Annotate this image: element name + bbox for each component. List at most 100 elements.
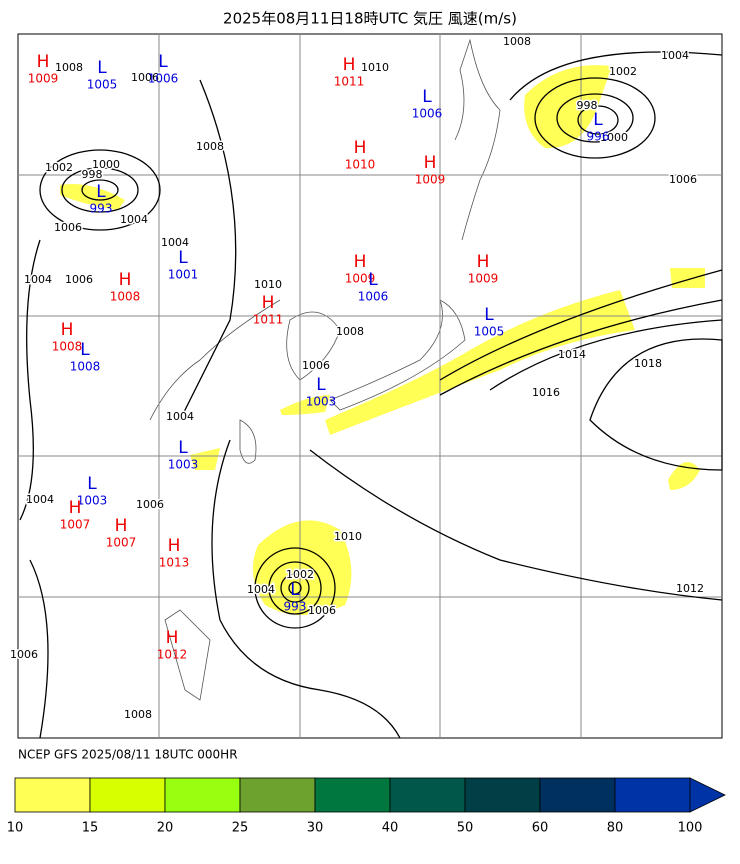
isobar-label: 1004 <box>26 493 54 506</box>
center-value: 1006 <box>412 107 443 121</box>
center-value: 1011 <box>334 75 365 89</box>
isobar-label: 1006 <box>131 71 159 84</box>
isobar-label: 998 <box>577 99 598 112</box>
colorbar-tick-label: 60 <box>532 821 549 836</box>
isobar-label: 1010 <box>361 61 389 74</box>
colorbar-tick-label: 40 <box>382 821 399 836</box>
center-kind: H <box>119 270 132 290</box>
center-kind: L <box>593 110 603 130</box>
colorbar-tick-label: 20 <box>157 821 174 836</box>
colorbar-segment <box>314 777 391 813</box>
center-kind: H <box>354 252 367 272</box>
center-kind: H <box>354 138 367 158</box>
isobar-label: 1006 <box>136 498 164 511</box>
center-value: 1001 <box>168 268 199 282</box>
isobar-label: 1014 <box>558 348 586 361</box>
center-value: 1003 <box>168 458 199 472</box>
wind-area <box>670 268 705 288</box>
colorbar-segment <box>239 777 316 813</box>
center-value: 1006 <box>358 290 389 304</box>
colorbar-segment <box>539 777 616 813</box>
wind-area <box>252 520 352 615</box>
isobar-label: 1004 <box>166 410 194 423</box>
center-kind: L <box>484 305 494 325</box>
colorbar-tick-label: 100 <box>678 821 703 836</box>
center-kind: L <box>316 375 326 395</box>
grid <box>18 34 722 738</box>
colorbar-segment <box>164 777 241 813</box>
isobar-label: 998 <box>82 168 103 181</box>
center-value: 996 <box>587 130 610 144</box>
center-kind: L <box>178 438 188 458</box>
colorbar-segment <box>89 777 166 813</box>
colorbar-tick-label: 15 <box>82 821 99 836</box>
isobar-label: 1008 <box>196 140 224 153</box>
isobar-label: 1006 <box>669 173 697 186</box>
wind-area <box>668 462 700 490</box>
isobar-label: 1018 <box>634 357 662 370</box>
isobar-label: 1006 <box>308 604 336 617</box>
center-kind: H <box>424 153 437 173</box>
center-kind: L <box>158 52 168 72</box>
center-kind: L <box>368 270 378 290</box>
center-kind: H <box>37 52 50 72</box>
isobar-label: 1004 <box>120 213 148 226</box>
isobar-label: 1006 <box>54 221 82 234</box>
isobar-label: 1004 <box>161 236 189 249</box>
center-kind: L <box>290 580 300 600</box>
isobar-label: 1004 <box>247 583 275 596</box>
center-kind: H <box>168 536 181 556</box>
isobar-label: 1010 <box>254 278 282 291</box>
map-area: 1008100610101008100410029981000100610081… <box>9 33 723 739</box>
wind-area <box>325 290 635 435</box>
colorbar: 10 15 20 25 30 40 50 60 80 100 <box>7 777 726 836</box>
center-value: 1008 <box>110 290 141 304</box>
isobar-label: 1004 <box>661 49 689 62</box>
center-value: 993 <box>90 202 113 216</box>
center-kind: H <box>69 498 82 518</box>
wind-area <box>524 65 612 149</box>
center-value: 1009 <box>345 272 376 286</box>
colorbar-tick-label: 80 <box>607 821 624 836</box>
center-value: 1007 <box>106 536 137 550</box>
center-value: 1009 <box>468 272 499 286</box>
wind-area <box>190 448 220 470</box>
isobars <box>19 51 723 739</box>
center-value: 1012 <box>157 648 188 662</box>
center-value: 1008 <box>70 360 101 374</box>
center-value: 1006 <box>148 72 179 86</box>
center-kind: H <box>166 628 179 648</box>
center-value: 1005 <box>87 78 118 92</box>
colorbar-tick-label: 25 <box>232 821 249 836</box>
center-kind: L <box>97 58 107 78</box>
colorbar-segment <box>614 777 691 813</box>
center-value: 1009 <box>28 72 59 86</box>
center-kind: H <box>61 320 74 340</box>
center-kind: H <box>262 293 275 313</box>
wind-area <box>280 395 330 415</box>
center-value: 1013 <box>159 556 190 570</box>
colorbar-tick-label: 50 <box>457 821 474 836</box>
colorbar-segment <box>14 777 91 813</box>
center-kind: L <box>80 340 90 360</box>
center-value: 1011 <box>253 313 284 327</box>
center-value: 1005 <box>474 325 505 339</box>
center-kind: L <box>87 474 97 494</box>
isobar-label: 1016 <box>532 386 560 399</box>
colorbar-segment <box>464 777 541 813</box>
center-kind: H <box>343 55 356 75</box>
isobar-label: 1002 <box>286 568 314 581</box>
isobar-labels: 1008100610101008100410029981000100610081… <box>9 34 706 723</box>
colorbar-segment <box>389 777 466 813</box>
center-value: 1003 <box>306 395 337 409</box>
colorbar-tick-label: 10 <box>7 821 24 836</box>
isobar-label: 1002 <box>45 161 73 174</box>
center-kind: L <box>422 87 432 107</box>
center-value: 1008 <box>52 340 83 354</box>
isobar-label: 1008 <box>503 35 531 48</box>
isobar-label: 1012 <box>676 582 704 595</box>
center-kind: H <box>477 252 490 272</box>
center-value: 1009 <box>415 173 446 187</box>
